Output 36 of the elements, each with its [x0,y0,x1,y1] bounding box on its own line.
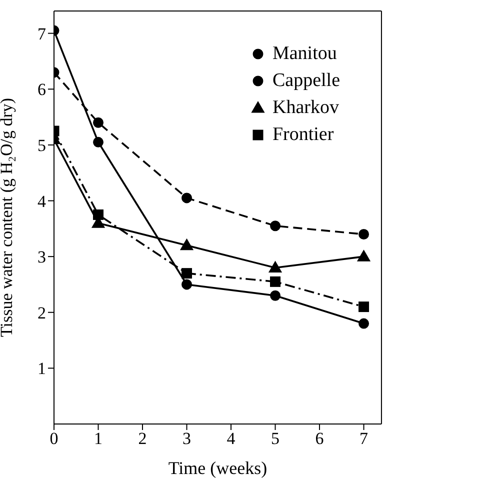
x-tick-label: 5 [271,429,280,448]
point [358,302,370,312]
y-tick-label: 1 [38,359,46,378]
x-tick-label: 7 [360,429,369,448]
legend-label: Frontier [272,123,334,147]
legend-label: Manitou [272,42,337,66]
y-tick-label: 2 [38,303,46,322]
point [358,228,370,240]
point [270,276,281,287]
x-tick-label: 0 [50,429,58,448]
point [182,192,192,204]
point [270,220,281,232]
point [270,290,281,301]
x-tick-label: 4 [226,429,236,448]
x-tick-label: 1 [94,429,103,448]
y-tick-label: 5 [38,136,46,155]
point [182,279,192,290]
point [269,261,282,272]
point [180,239,194,250]
x-axis-title: Time (weeks) [168,458,268,478]
legend-label: Cappelle [272,69,340,93]
y-tick-label: 6 [38,80,46,100]
x-tick-label: 6 [315,429,324,448]
y-tick-label: 7 [38,24,46,44]
y-tick-label: 3 [38,248,46,267]
x-tick-label: 3 [182,429,192,448]
y-tick-label: 4 [38,192,46,211]
point [358,318,370,329]
y-axis-title: Tissue water content (g H₂O/g dry) [0,98,16,338]
legend-label: Kharkov [272,96,339,120]
point [93,209,104,220]
point [93,136,104,148]
point [358,250,370,262]
point [182,268,192,279]
point [93,117,104,128]
x-tick-label: 2 [138,429,147,448]
